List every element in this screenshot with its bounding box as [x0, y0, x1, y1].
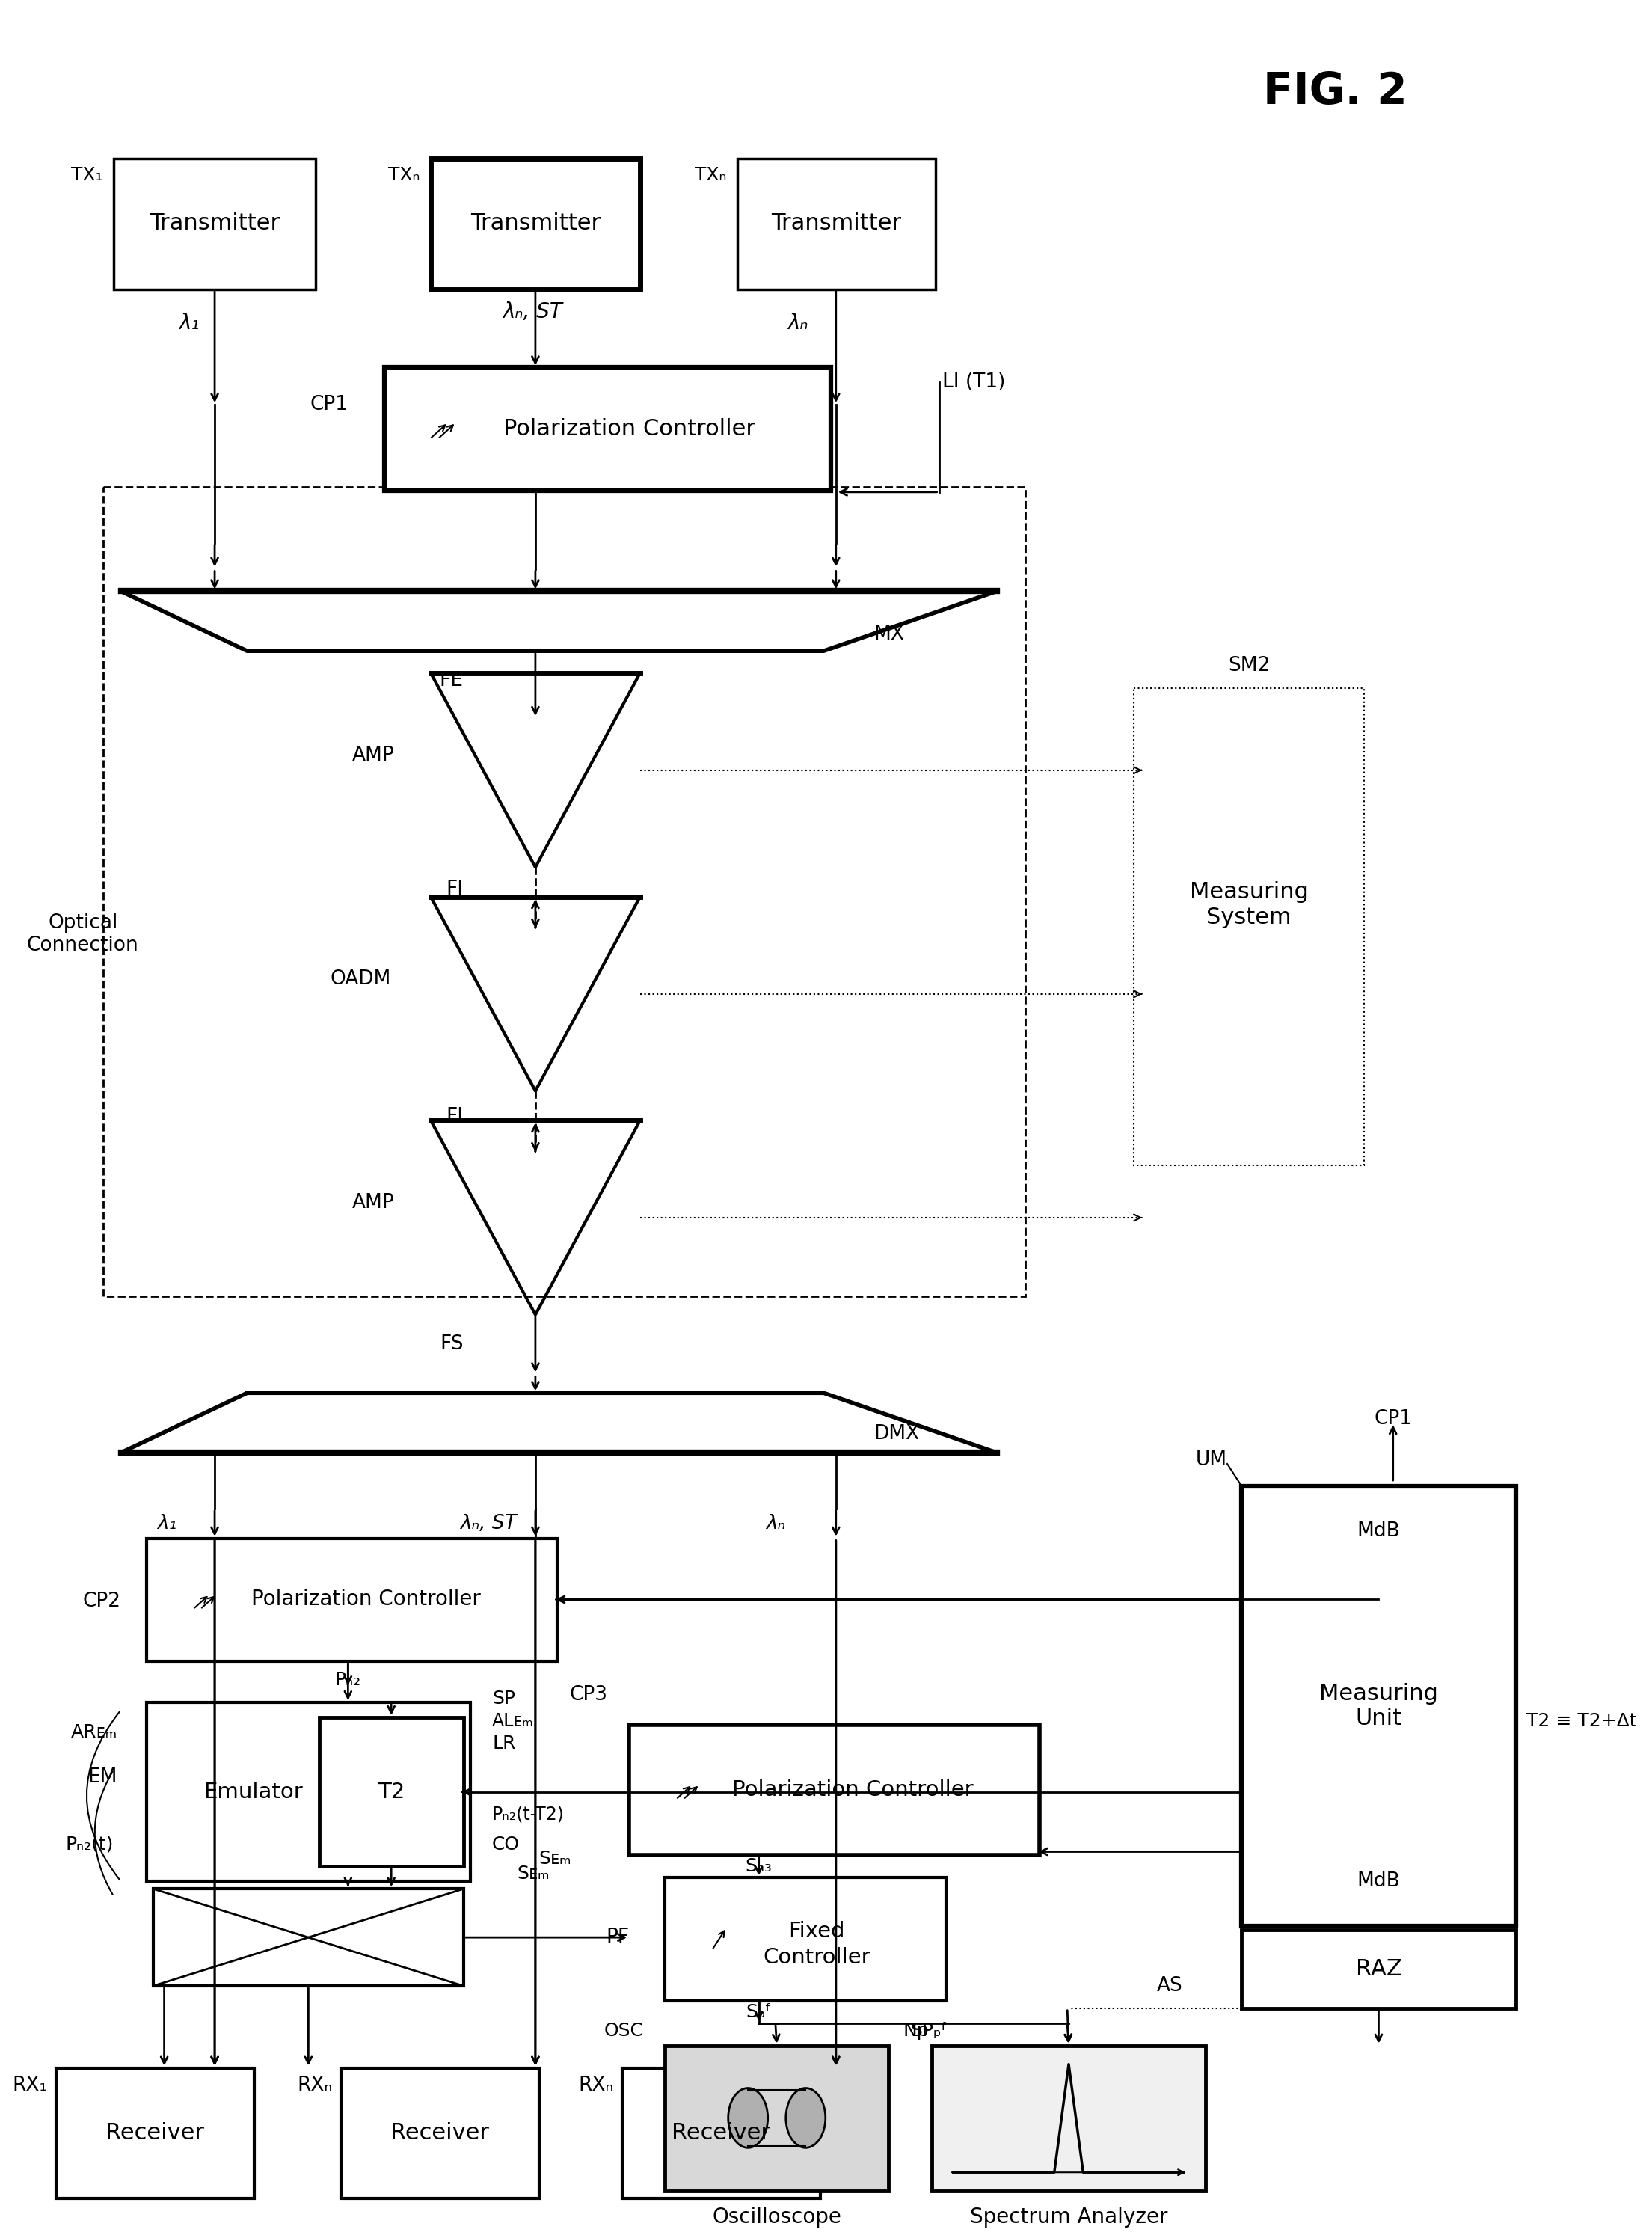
- Text: DMX: DMX: [874, 1424, 920, 1444]
- Text: AMP: AMP: [352, 745, 395, 766]
- Text: Polarization Controller: Polarization Controller: [732, 1779, 973, 1801]
- Text: MX: MX: [874, 625, 905, 645]
- Bar: [154, 1888, 463, 1986]
- Text: FS: FS: [439, 1335, 463, 1355]
- Bar: [621, 2067, 819, 2199]
- Bar: [340, 2067, 539, 2199]
- Text: λₙ: λₙ: [788, 312, 808, 333]
- Ellipse shape: [729, 2089, 768, 2147]
- Text: FI: FI: [446, 1107, 463, 1127]
- Text: RXₙ: RXₙ: [297, 2076, 332, 2096]
- Text: Spectrum Analyzer: Spectrum Analyzer: [970, 2207, 1168, 2228]
- Bar: [666, 1877, 947, 2000]
- Bar: [319, 1716, 463, 1866]
- Text: CP2: CP2: [83, 1591, 121, 1612]
- Text: Polarization Controller: Polarization Controller: [504, 417, 755, 440]
- Text: EM: EM: [88, 1768, 117, 1788]
- Text: T2: T2: [378, 1781, 405, 1803]
- Text: Polarization Controller: Polarization Controller: [251, 1589, 481, 1609]
- Text: Fixed: Fixed: [788, 1922, 844, 1942]
- Text: SM2: SM2: [1227, 656, 1270, 676]
- Text: CO: CO: [492, 1835, 520, 1853]
- Text: LI (T1): LI (T1): [943, 373, 1006, 393]
- Text: TXₙ: TXₙ: [388, 165, 420, 183]
- Text: Optical
Connection: Optical Connection: [26, 913, 139, 955]
- Text: Measuring
Unit: Measuring Unit: [1320, 1683, 1437, 1730]
- Bar: [737, 158, 935, 290]
- Text: Controller: Controller: [763, 1946, 871, 1969]
- Text: Receiver: Receiver: [106, 2123, 205, 2143]
- Text: Transmitter: Transmitter: [771, 212, 900, 234]
- Bar: [56, 2067, 254, 2199]
- Text: T2 ≡ T2+Δt: T2 ≡ T2+Δt: [1526, 1712, 1637, 1730]
- Text: Np: Np: [904, 2022, 928, 2040]
- Text: Sₙ₃: Sₙ₃: [745, 1857, 771, 1875]
- Text: UM: UM: [1196, 1451, 1227, 1471]
- Text: SP: SP: [492, 1690, 515, 1707]
- Text: λ₁: λ₁: [178, 312, 200, 333]
- Text: λ₁: λ₁: [157, 1513, 177, 1533]
- Text: OADM: OADM: [330, 969, 392, 989]
- Text: ARᴇₘ: ARᴇₘ: [71, 1723, 117, 1741]
- Text: Sᴇₘ: Sᴇₘ: [517, 1866, 550, 1884]
- Text: λₙ, ST: λₙ, ST: [502, 301, 563, 321]
- Bar: [383, 368, 831, 491]
- Text: λₙ: λₙ: [767, 1513, 786, 1533]
- Text: CP1: CP1: [311, 395, 349, 415]
- Bar: [1242, 1487, 1515, 1926]
- Text: λₙ, ST: λₙ, ST: [459, 1513, 517, 1533]
- Text: Transmitter: Transmitter: [471, 212, 601, 234]
- Text: TXₙ: TXₙ: [694, 165, 727, 183]
- Text: FIG. 2: FIG. 2: [1264, 69, 1408, 114]
- Text: Sᴇₘ: Sᴇₘ: [539, 1850, 572, 1868]
- Text: CP1: CP1: [1374, 1408, 1412, 1428]
- Bar: [666, 2045, 889, 2192]
- Text: RAZ: RAZ: [1356, 1957, 1401, 1980]
- Bar: [114, 158, 316, 290]
- Text: Receiver: Receiver: [671, 2123, 770, 2143]
- Text: Emulator: Emulator: [203, 1781, 304, 1803]
- Text: TX₁: TX₁: [71, 165, 102, 183]
- Text: FI: FI: [446, 879, 463, 899]
- Text: OSC: OSC: [605, 2022, 644, 2040]
- Text: Pₙ₂: Pₙ₂: [335, 1672, 362, 1690]
- Text: MdB: MdB: [1356, 1873, 1401, 1891]
- Text: RXₙ: RXₙ: [578, 2076, 613, 2096]
- Ellipse shape: [786, 2089, 826, 2147]
- Text: RX₁: RX₁: [12, 2076, 48, 2096]
- Text: Receiver: Receiver: [390, 2123, 489, 2143]
- Bar: [1133, 687, 1365, 1165]
- Text: CP3: CP3: [570, 1685, 608, 1705]
- Text: ALᴇₘ: ALᴇₘ: [492, 1712, 534, 1730]
- Text: Sₚᶠ: Sₚᶠ: [747, 2002, 771, 2020]
- Text: Pₙ₂(t-T2): Pₙ₂(t-T2): [492, 1806, 565, 1824]
- Text: AMP: AMP: [352, 1194, 395, 1212]
- Text: AS: AS: [1156, 1975, 1183, 1995]
- Bar: [1242, 1931, 1515, 2009]
- Bar: [147, 1703, 471, 1882]
- Bar: [431, 158, 639, 290]
- Bar: [932, 2045, 1206, 2192]
- Text: Oscilloscope: Oscilloscope: [712, 2207, 841, 2228]
- Text: FE: FE: [439, 672, 463, 690]
- Text: Pₙ₂(t): Pₙ₂(t): [66, 1835, 114, 1853]
- Bar: [629, 1725, 1039, 1855]
- Text: Transmitter: Transmitter: [150, 212, 279, 234]
- Text: LR: LR: [492, 1734, 515, 1752]
- Text: SPₚᶠ: SPₚᶠ: [910, 2022, 947, 2040]
- Bar: [147, 1538, 557, 1661]
- Text: MdB: MdB: [1356, 1522, 1401, 1540]
- Text: Measuring
System: Measuring System: [1189, 882, 1308, 929]
- Text: PF: PF: [606, 1928, 629, 1946]
- Bar: [102, 487, 1026, 1297]
